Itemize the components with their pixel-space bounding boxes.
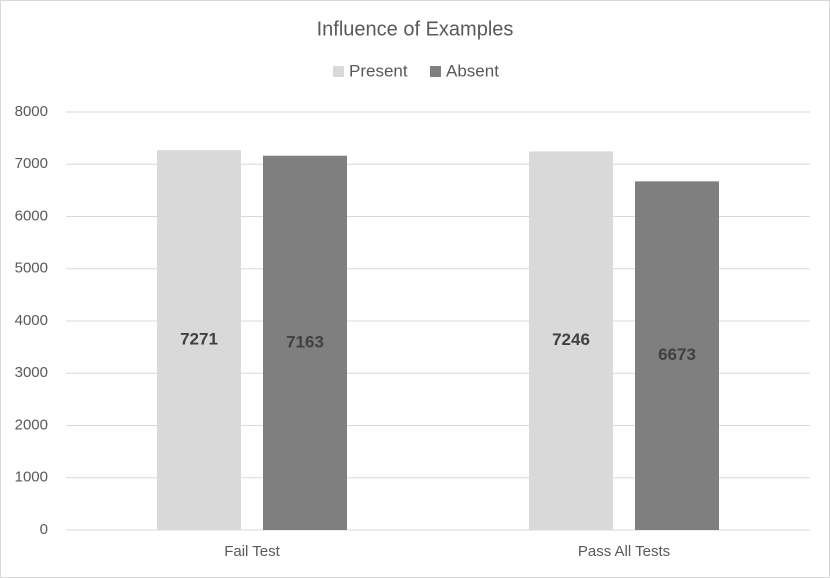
y-tick-label: 6000: [15, 207, 48, 224]
x-tick-label: Fail Test: [224, 543, 280, 560]
y-tick-label: 7000: [15, 155, 48, 172]
bar: [157, 150, 241, 530]
data-label: 7246: [552, 330, 590, 349]
data-label: 7271: [180, 330, 218, 349]
x-tick-label: Pass All Tests: [578, 543, 670, 560]
y-tick-label: 8000: [15, 103, 48, 120]
bar: [263, 155, 347, 530]
legend-label: Present: [349, 61, 408, 80]
legend-swatch: [430, 66, 441, 77]
bar: [529, 151, 613, 531]
legend-swatch: [333, 66, 344, 77]
legend-label: Absent: [446, 61, 499, 80]
y-tick-label: 5000: [15, 260, 48, 277]
y-tick-label: 1000: [15, 469, 48, 486]
y-tick-label: 2000: [15, 416, 48, 433]
bar: [635, 181, 719, 530]
chart-title: Influence of Examples: [317, 18, 514, 40]
data-label: 6673: [658, 345, 696, 364]
y-tick-label: 4000: [15, 312, 48, 329]
data-label: 7163: [286, 332, 324, 351]
y-tick-label: 0: [40, 521, 48, 538]
y-tick-label: 3000: [15, 364, 48, 381]
